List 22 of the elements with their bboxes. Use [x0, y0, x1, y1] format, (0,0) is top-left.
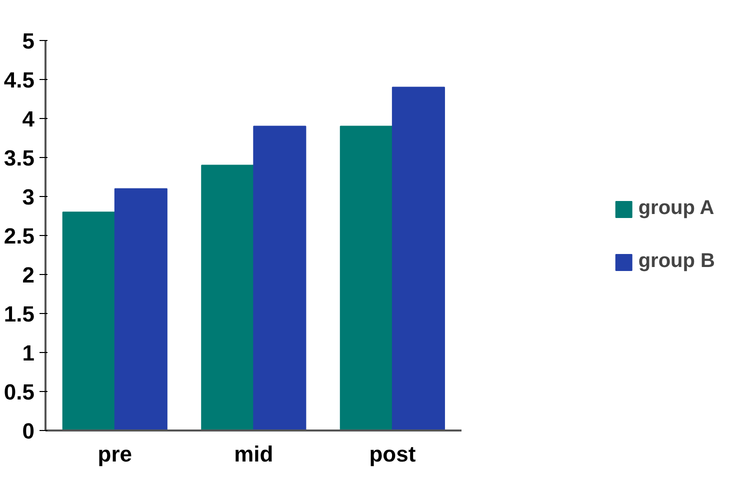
y-tick-label: 0	[22, 418, 35, 444]
legend-label: group B	[638, 250, 715, 273]
y-tick-label: 3	[22, 184, 35, 210]
bar	[62, 212, 116, 430]
y-tick-label: 3.5	[4, 146, 35, 170]
legend-label: group A	[638, 197, 714, 220]
y-tick-label: 2.5	[4, 224, 35, 248]
x-tick-label: pre	[98, 442, 132, 466]
y-tick-label: 5	[22, 28, 35, 54]
x-tick-label: mid	[234, 442, 274, 466]
bar	[114, 188, 168, 430]
bar	[340, 126, 393, 430]
bar	[392, 86, 445, 430]
y-tick-label: 0.5	[4, 380, 35, 404]
bar	[253, 126, 306, 430]
y-tick-label: 4	[22, 106, 36, 132]
y-tick-label: 4.5	[4, 68, 35, 92]
y-tick-label: 1	[22, 340, 35, 366]
bar	[201, 164, 254, 430]
x-tick-label: post	[369, 442, 416, 466]
y-tick-label: 2	[22, 262, 35, 288]
y-tick-label: 1.5	[4, 302, 35, 326]
